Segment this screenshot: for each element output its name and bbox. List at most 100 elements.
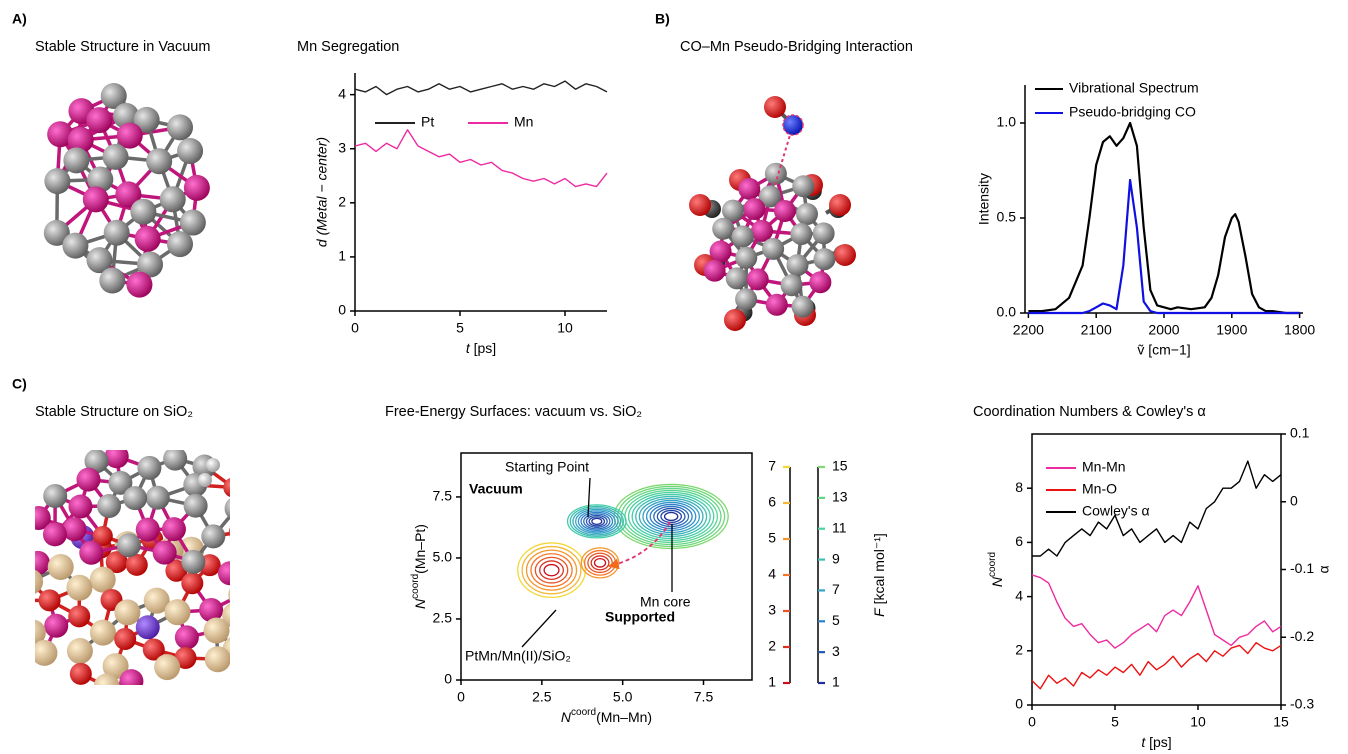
contour-line xyxy=(543,563,560,577)
atom xyxy=(125,553,148,576)
contour-line xyxy=(663,511,679,522)
y-axis-label-part: coord xyxy=(410,574,421,599)
atom xyxy=(174,625,199,650)
contour-line xyxy=(649,503,693,530)
annotation: PtMn/Mn(II)/SiO₂ xyxy=(465,648,571,664)
atom xyxy=(115,181,142,208)
contour-line xyxy=(627,491,715,542)
contour-line xyxy=(580,511,614,531)
atom xyxy=(177,137,204,164)
atom xyxy=(159,186,186,213)
y-axis-label: Ncoord(Mn–Pt) xyxy=(410,524,428,609)
contour-line xyxy=(566,504,627,539)
atom xyxy=(724,309,746,331)
chart-title: Free-Energy Surfaces: vacuum vs. SiO₂ xyxy=(385,404,642,420)
atom xyxy=(63,147,90,174)
x-tick-label: 1900 xyxy=(1216,322,1247,338)
x-axis-label: t [ps] xyxy=(1141,734,1171,750)
atom xyxy=(86,107,113,134)
x-axis-label: Ncoord(Mn–Mn) xyxy=(561,707,652,725)
panel-label: B) xyxy=(655,11,670,27)
y-axis-label-part: coord xyxy=(987,552,998,577)
atom xyxy=(735,246,758,269)
bond xyxy=(228,573,230,578)
atom xyxy=(167,231,194,258)
atom xyxy=(152,540,177,565)
colorbar-tick-label: 3 xyxy=(832,643,840,659)
atom xyxy=(66,574,93,601)
atom xyxy=(183,493,208,518)
y2-tick-label: -0.2 xyxy=(1290,628,1314,644)
atom xyxy=(203,617,230,644)
legend-label: Cowley's α xyxy=(1082,503,1150,519)
x-tick-label: 0 xyxy=(351,320,359,336)
contour-line xyxy=(580,547,620,579)
colorbar-tick-label: 13 xyxy=(832,489,848,505)
legend-label: Pt xyxy=(421,114,434,130)
y-tick-label: 8 xyxy=(1015,479,1023,495)
atom xyxy=(102,143,129,170)
atom xyxy=(201,524,226,549)
atom xyxy=(228,588,230,602)
atom xyxy=(183,174,210,201)
contour-line xyxy=(534,556,569,584)
region-label: Supported xyxy=(605,609,675,625)
colorbar-label-part: [kcal mol⁻¹] xyxy=(871,533,887,608)
atom xyxy=(721,199,744,222)
atom xyxy=(813,248,836,271)
atom xyxy=(68,605,91,628)
x-tick-label: 2.5 xyxy=(532,689,552,705)
bond xyxy=(21,582,30,601)
bond xyxy=(235,595,241,615)
atom xyxy=(161,517,186,542)
atom xyxy=(47,121,74,148)
y-tick-label: 0.5 xyxy=(997,209,1017,225)
atom xyxy=(102,653,129,680)
colorbar-tick-label: 15 xyxy=(832,458,848,474)
x-axis-label-part: N xyxy=(561,709,572,725)
atom xyxy=(69,662,92,685)
x-axis-label-part: t xyxy=(1141,734,1146,750)
atom xyxy=(689,194,711,216)
atom xyxy=(829,194,851,216)
atom xyxy=(773,199,796,222)
y-tick-label: 5.0 xyxy=(433,549,453,565)
atom xyxy=(746,268,769,291)
atom xyxy=(224,498,230,519)
chart-title: Mn Segregation xyxy=(297,39,399,55)
atom xyxy=(735,288,758,311)
colorbar-tick-label: 6 xyxy=(768,494,776,510)
bond xyxy=(237,508,239,532)
atom xyxy=(66,637,93,664)
atom xyxy=(96,494,121,519)
atom xyxy=(791,295,814,318)
region-label: Vacuum xyxy=(469,481,523,497)
y2-axis-label: α xyxy=(1316,565,1332,573)
atom xyxy=(108,470,133,495)
atom xyxy=(93,673,120,685)
panel-title: Stable Structure in Vacuum xyxy=(35,39,210,55)
atom xyxy=(712,217,735,240)
atom xyxy=(795,203,818,226)
y-tick-label: 6 xyxy=(1015,533,1023,549)
contour-line xyxy=(656,507,686,526)
atom xyxy=(137,455,162,480)
contour-line xyxy=(593,557,607,568)
atom xyxy=(89,566,116,593)
y2-tick-label: -0.1 xyxy=(1290,560,1314,576)
contour-line xyxy=(642,499,701,534)
atom xyxy=(42,522,67,547)
atom xyxy=(143,587,170,614)
legend: Pt Mn xyxy=(375,114,533,130)
transition-arrow xyxy=(607,521,671,570)
x-tick-label: 0 xyxy=(1028,714,1036,730)
chart-title: Coordination Numbers & Cowley's α xyxy=(973,404,1206,420)
atom xyxy=(89,619,116,646)
contour-line xyxy=(585,514,608,528)
y-tick-label: 4 xyxy=(338,85,346,101)
atom xyxy=(44,168,71,195)
atom xyxy=(709,240,732,263)
atom xyxy=(76,467,101,492)
legend-label: Pseudo-bridging CO xyxy=(1069,104,1196,120)
atom xyxy=(167,114,194,141)
